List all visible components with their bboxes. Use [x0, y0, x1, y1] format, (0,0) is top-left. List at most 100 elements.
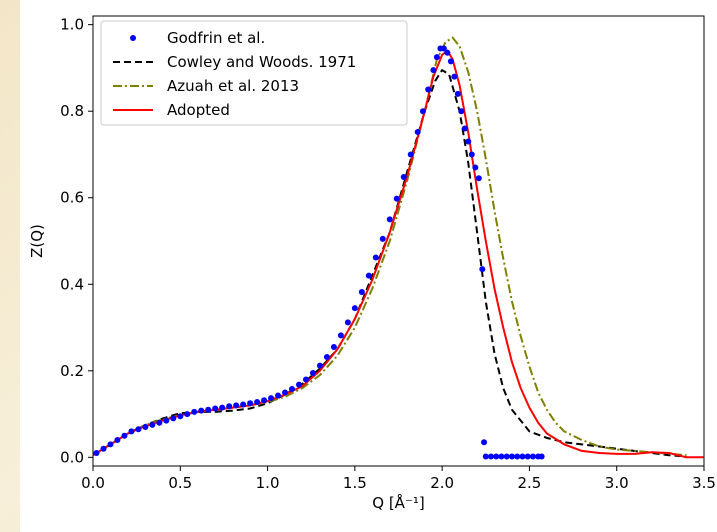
- godfrin-point-43: [393, 195, 400, 202]
- godfrin-point-59: [465, 138, 472, 145]
- godfrin-point-41: [379, 235, 386, 242]
- godfrin-point-22: [247, 400, 254, 407]
- series-godfrin-points: [93, 45, 545, 460]
- godfrin-point-56: [454, 90, 461, 97]
- godfrin-point-26: [275, 392, 282, 399]
- godfrin-point-21: [240, 401, 247, 408]
- legend: Godfrin et al. Cowley and Woods. 1971 Azua…: [100, 20, 408, 126]
- godfrin-point-60: [468, 151, 475, 158]
- godfrin-point-27: [282, 389, 289, 396]
- godfrin-point-19: [226, 403, 233, 410]
- godfrin-point-10: [163, 417, 170, 424]
- y-tick-label-1: 0.2: [60, 362, 84, 380]
- godfrin-point-71: [514, 453, 521, 460]
- godfrin-point-36: [344, 319, 351, 326]
- godfrin-point-28: [289, 385, 296, 392]
- godfrin-point-70: [508, 453, 515, 460]
- y-tick-label-5: 1.0: [60, 16, 84, 34]
- chart-container: 0.0 0.5 1.0 1.5 2.0 2.5 3.0 3.5 0.0 0.2 0.4 0.6 0.8 1…: [20, 0, 717, 532]
- godfrin-point-15: [198, 407, 205, 414]
- y-axis-label: Z(Q): [28, 224, 46, 258]
- godfrin-point-63: [479, 266, 486, 273]
- godfrin-point-23: [254, 398, 261, 405]
- godfrin-point-30: [302, 376, 309, 383]
- godfrin-point-50: [433, 54, 440, 61]
- x-axis-label: Q [Å⁻¹]: [372, 493, 424, 512]
- x-tick-label-2: 1.0: [256, 474, 280, 492]
- godfrin-point-8: [149, 421, 156, 428]
- godfrin-point-11: [170, 415, 177, 422]
- godfrin-point-61: [472, 164, 479, 171]
- godfrin-point-33: [323, 353, 330, 360]
- godfrin-point-47: [419, 108, 426, 115]
- godfrin-point-37: [351, 305, 358, 312]
- godfrin-point-52: [440, 45, 447, 52]
- godfrin-point-32: [316, 362, 323, 369]
- godfrin-point-53: [444, 49, 451, 56]
- godfrin-point-6: [135, 426, 142, 433]
- godfrin-point-57: [458, 108, 465, 115]
- x-tick-label-7: 3.5: [692, 474, 716, 492]
- godfrin-point-76: [538, 453, 545, 460]
- godfrin-point-9: [156, 419, 163, 426]
- x-tick-label-5: 2.5: [517, 474, 541, 492]
- legend-swatch-0: [130, 35, 136, 41]
- legend-label-1: Cowley and Woods. 1971: [167, 53, 356, 71]
- godfrin-point-64: [481, 439, 488, 446]
- x-tick-label-0: 0.0: [81, 474, 105, 492]
- godfrin-point-18: [219, 404, 226, 411]
- y-tick-label-4: 0.8: [60, 102, 84, 120]
- godfrin-point-55: [451, 73, 458, 80]
- godfrin-point-5: [128, 428, 135, 435]
- series-line-1: [93, 69, 687, 458]
- plot-frame: [92, 15, 705, 467]
- godfrin-point-16: [205, 406, 212, 413]
- godfrin-point-1: [100, 445, 107, 452]
- godfrin-point-25: [268, 395, 275, 402]
- godfrin-point-66: [488, 453, 495, 460]
- godfrin-point-13: [184, 411, 191, 418]
- godfrin-point-34: [330, 344, 337, 351]
- godfrin-point-69: [503, 453, 510, 460]
- godfrin-point-54: [447, 58, 454, 65]
- x-tick-label-4: 2.0: [430, 474, 454, 492]
- godfrin-point-42: [386, 216, 393, 223]
- godfrin-point-0: [93, 450, 100, 457]
- legend-box: [100, 20, 408, 126]
- godfrin-point-62: [475, 175, 482, 182]
- godfrin-point-29: [295, 381, 302, 388]
- legend-label-0: Godfrin et al.: [167, 29, 265, 47]
- x-tick-label-1: 0.5: [168, 474, 192, 492]
- godfrin-point-67: [493, 453, 500, 460]
- x-tick-label-6: 3.0: [605, 474, 629, 492]
- godfrin-point-40: [372, 254, 379, 261]
- godfrin-point-48: [425, 86, 432, 93]
- godfrin-point-4: [121, 432, 128, 439]
- plot-marks: [93, 36, 704, 460]
- godfrin-point-58: [461, 125, 468, 132]
- y-tick-label-0: 0.0: [60, 448, 84, 466]
- godfrin-point-38: [358, 289, 365, 296]
- godfrin-point-7: [142, 424, 149, 431]
- godfrin-point-31: [309, 369, 316, 376]
- godfrin-point-24: [261, 397, 268, 404]
- godfrin-point-65: [482, 453, 489, 460]
- godfrin-point-12: [177, 413, 184, 420]
- godfrin-point-45: [407, 151, 414, 158]
- godfrin-point-72: [519, 453, 526, 460]
- y-tick-label-3: 0.6: [60, 189, 84, 207]
- axis-ticks: 0.0 0.5 1.0 1.5 2.0 2.5 3.0 3.5 0.0 0.2 0.4 0.6 0.8 1…: [60, 16, 716, 492]
- godfrin-point-73: [524, 453, 531, 460]
- godfrin-point-20: [233, 402, 240, 409]
- z-of-q-chart: 0.0 0.5 1.0 1.5 2.0 2.5 3.0 3.5 0.0 0.2 0.4 0.6 0.8 1…: [28, 15, 716, 512]
- godfrin-point-44: [400, 173, 407, 180]
- godfrin-point-74: [529, 453, 536, 460]
- godfrin-point-68: [498, 453, 505, 460]
- y-tick-label-2: 0.4: [60, 275, 84, 293]
- x-tick-label-3: 1.5: [343, 474, 367, 492]
- godfrin-point-49: [430, 67, 437, 74]
- godfrin-point-2: [107, 441, 114, 448]
- godfrin-point-3: [114, 437, 121, 444]
- godfrin-point-14: [191, 408, 198, 415]
- legend-label-3: Adopted: [167, 101, 230, 119]
